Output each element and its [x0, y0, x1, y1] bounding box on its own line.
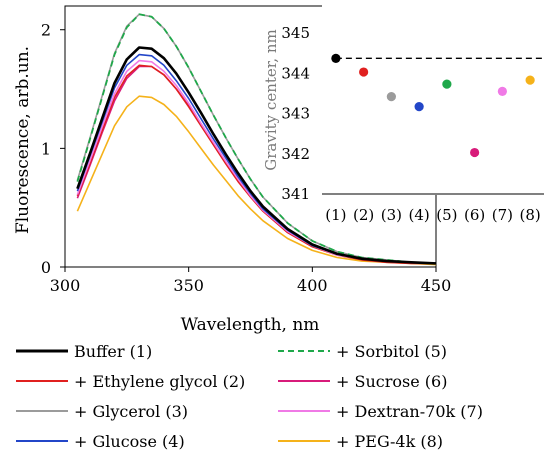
x-tick-label: 400	[297, 276, 328, 295]
inset-category-label: (4)	[409, 206, 430, 224]
legend-entry-peg-4k-8: + PEG-4k (8)	[278, 432, 443, 451]
inset-points-group	[331, 53, 535, 158]
inset-category-label: (7)	[492, 206, 513, 224]
inset-category-label: (3)	[381, 206, 402, 224]
legend-label: + PEG-4k (8)	[336, 432, 443, 451]
main-series-group	[76, 13, 437, 266]
y-tick-label: 0	[41, 258, 51, 277]
inset-background	[322, 4, 544, 195]
main-y-axis-label: Fluorescence, arb.un.	[13, 46, 33, 234]
inset-point-4	[414, 102, 424, 112]
main-x-ticks: 300 350 400 450	[50, 267, 452, 295]
inset-y-tick-label: 345	[281, 24, 310, 42]
series-line-buffer-1	[76, 46, 437, 265]
inset-point-6	[470, 147, 480, 158]
legend-entry-ethylene-glycol-2: + Ethylene glycol (2)	[16, 372, 245, 391]
inset-category-label: (8)	[520, 206, 541, 224]
inset-category-label: (2)	[353, 206, 374, 224]
series-line-peg-4k-8	[76, 95, 437, 266]
inset-category-label: (5)	[436, 206, 457, 224]
inset-category-label: (6)	[464, 206, 485, 224]
inset-chart: 341 342 343 344 345 (1) (2) (3) (4) (5) (6) (7) (8)…	[262, 4, 544, 224]
legend-entry-sorbitol-5: + Sorbitol (5)	[278, 342, 447, 361]
inset-y-tick-label: 341	[281, 185, 310, 203]
inset-point-3	[386, 91, 396, 102]
inset-point-1	[331, 53, 341, 63]
legend-label: + Glycerol (3)	[74, 402, 188, 421]
inset-y-axis-label: Gravity center, nm	[262, 29, 280, 170]
legend: Buffer (1) + Sorbitol (5) + Ethylene glyco…	[16, 342, 483, 451]
legend-entry-buffer-1: Buffer (1)	[16, 342, 152, 361]
x-tick-label: 300	[50, 276, 81, 295]
inset-point-5	[442, 79, 452, 89]
inset-y-tick-label: 343	[281, 105, 310, 123]
main-y-ticks: 0 1 2	[41, 21, 65, 277]
inset-y-tick-label: 342	[281, 145, 310, 163]
legend-label: + Glucose (4)	[74, 432, 185, 451]
y-tick-label: 2	[41, 21, 51, 40]
inset-y-tick-label: 344	[281, 64, 310, 82]
x-tick-label: 450	[421, 276, 452, 295]
legend-label: + Sucrose (6)	[336, 372, 447, 391]
inset-category-label: (1)	[325, 206, 346, 224]
inset-y-ticks: 341 342 343 344 345	[281, 24, 310, 203]
y-tick-label: 1	[41, 139, 51, 158]
legend-label: Buffer (1)	[74, 342, 152, 361]
legend-entry-sucrose-6: + Sucrose (6)	[278, 372, 447, 391]
legend-entry-glucose-4: + Glucose (4)	[16, 432, 185, 451]
main-x-axis-label: Wavelength, nm	[181, 315, 320, 335]
legend-label: + Dextran-70k (7)	[336, 402, 483, 421]
inset-point-8	[525, 75, 535, 85]
x-tick-label: 350	[173, 276, 204, 295]
inset-point-7	[497, 86, 507, 96]
legend-entry-dextran-70k-7: + Dextran-70k (7)	[278, 402, 483, 421]
legend-label: + Sorbitol (5)	[336, 342, 447, 361]
inset-category-labels: (1) (2) (3) (4) (5) (6) (7) (8)	[325, 206, 541, 224]
legend-label: + Ethylene glycol (2)	[74, 372, 245, 391]
series-line-sorbitol-5	[76, 13, 437, 265]
legend-entry-glycerol-3: + Glycerol (3)	[16, 402, 188, 421]
inset-point-2	[359, 67, 369, 77]
